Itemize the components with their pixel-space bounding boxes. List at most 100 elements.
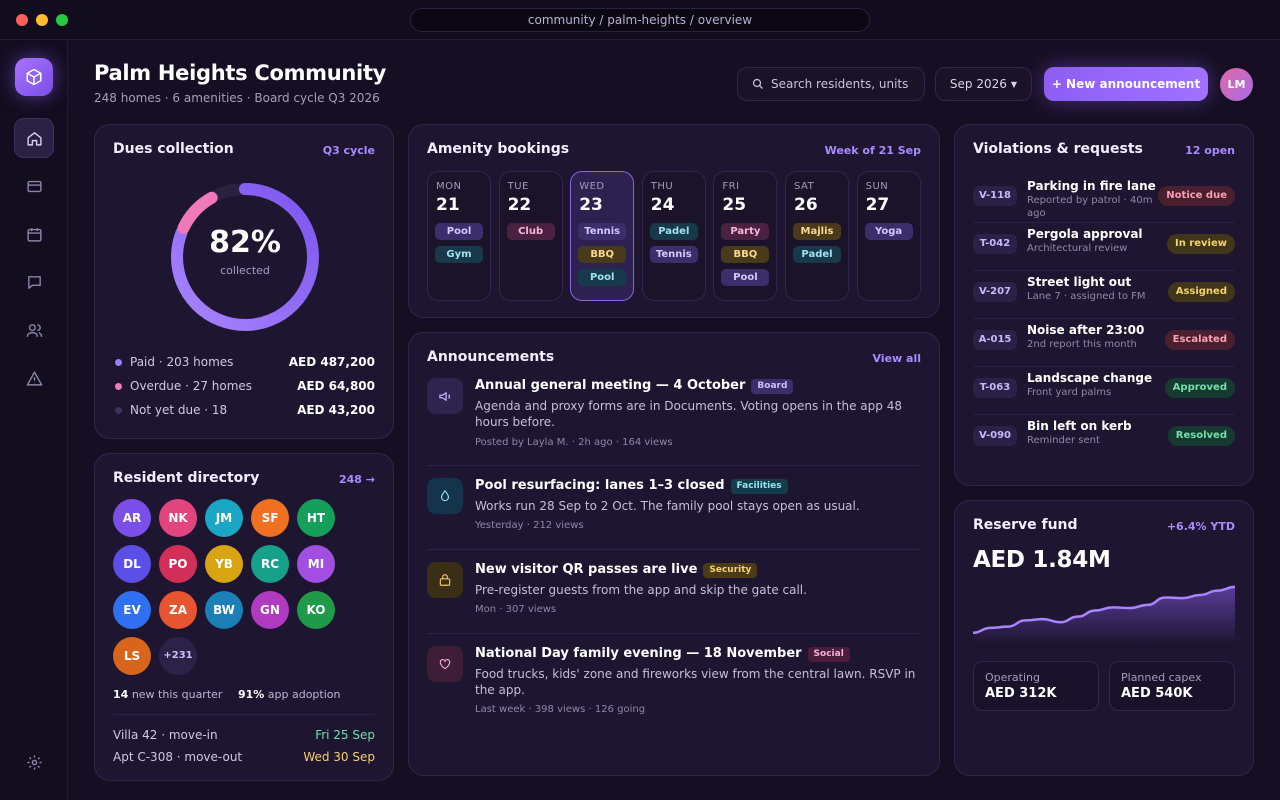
violation-title: Noise after 23:00 (1027, 323, 1145, 337)
violation-id: V-090 (973, 426, 1017, 446)
resident-avatar[interactable]: HT (297, 499, 335, 537)
divider (973, 366, 1235, 367)
divider (973, 318, 1235, 319)
operating-value: AED 312K (985, 686, 1057, 701)
booking-chip[interactable]: Padel (793, 246, 841, 263)
nav-messages[interactable] (14, 262, 54, 302)
directory-count-link[interactable]: 248 → (338, 473, 375, 486)
resident-avatar[interactable]: NK (159, 499, 197, 537)
resident-avatar[interactable]: JM (205, 499, 243, 537)
droplet-icon (440, 490, 450, 502)
maximize-window-button[interactable] (56, 14, 68, 26)
new-announcement-button[interactable]: + New announcement (1044, 67, 1208, 101)
move-row[interactable]: Villa 42 · move-in Fri 25 Sep (113, 728, 375, 742)
booking-chip[interactable]: Party (721, 223, 770, 240)
calendar-icon (26, 227, 42, 242)
view-all-link[interactable]: View all (872, 352, 921, 365)
resident-avatar[interactable]: KO (297, 591, 335, 629)
resident-avatar[interactable]: BW (205, 591, 243, 629)
resident-avatar[interactable]: PO (159, 545, 197, 583)
day-name: TUE (507, 181, 529, 192)
divider (427, 465, 921, 466)
day-column[interactable]: FRI 25 Party BBQ Pool (713, 171, 778, 301)
booking-chip[interactable]: BBQ (578, 246, 627, 263)
bookings-title: Amenity bookings (427, 141, 570, 157)
violation-row[interactable]: V-118 Parking in fire lane Reported by pat… (973, 175, 1235, 223)
announcement-title: Pool resurfacing: lanes 1–3 closed Facili… (475, 478, 788, 494)
announcement-title-text: Pool resurfacing: lanes 1–3 closed (475, 478, 725, 493)
resident-avatar[interactable]: RC (251, 545, 289, 583)
booking-chip[interactable]: Pool (721, 269, 770, 286)
day-column[interactable]: SAT 26 Majlis Padel (785, 171, 849, 301)
app-logo[interactable] (15, 58, 53, 96)
violation-row[interactable]: T-042 Pergola approval Architectural revie… (973, 223, 1235, 271)
resident-avatar[interactable]: ZA (159, 591, 197, 629)
day-column[interactable]: TUE 22 Club (498, 171, 563, 301)
bookings-week-link[interactable]: Week of 21 Sep (824, 144, 921, 157)
booking-chip[interactable]: BBQ (721, 246, 770, 263)
booking-chip[interactable]: Club (506, 223, 555, 240)
open-count-link[interactable]: 12 open (1185, 144, 1235, 157)
day-column[interactable]: THU 24 Padel Tennis (641, 171, 706, 301)
resident-avatar[interactable]: GN (251, 591, 289, 629)
resident-avatar[interactable]: YB (205, 545, 243, 583)
booking-chip[interactable]: Padel (649, 223, 698, 240)
address-bar[interactable]: community / palm-heights / overview (410, 8, 870, 32)
resident-avatar[interactable]: SF (251, 499, 289, 537)
move-row[interactable]: Apt C-308 · move-out Wed 30 Sep (113, 750, 375, 764)
violation-id: T-042 (973, 234, 1017, 254)
adoption-value: 91% (237, 688, 265, 701)
megaphone-icon (438, 391, 450, 401)
announcement-item[interactable]: Pool resurfacing: lanes 1–3 closed Facili… (427, 478, 921, 542)
legend-label: Overdue · 27 homes (130, 379, 253, 393)
search-input[interactable]: Search residents, units (737, 67, 925, 101)
violations-title: Violations & requests (973, 141, 1143, 157)
announcement-title: Annual general meeting — 4 October Board (475, 378, 794, 394)
announcement-item[interactable]: National Day family evening — 18 Novembe… (427, 646, 921, 726)
warning-icon (26, 370, 42, 386)
resident-avatar[interactable]: LS (113, 637, 151, 675)
booking-chip[interactable]: Tennis (578, 223, 627, 240)
nav-dues[interactable] (14, 166, 54, 206)
more-residents-badge[interactable]: +231 (159, 637, 197, 675)
booking-chip[interactable]: Gym (435, 246, 483, 263)
violation-subtitle: Lane 7 · assigned to FM (1027, 291, 1146, 302)
booking-chip[interactable]: Yoga (864, 223, 913, 240)
violation-row[interactable]: T-063 Landscape change Front yard palms App… (973, 367, 1235, 415)
announcement-title-text: New visitor QR passes are live (475, 562, 698, 577)
day-column[interactable]: SUN 27 Yoga (856, 171, 921, 301)
day-column[interactable]: WED 23 Tennis BBQ Pool (570, 171, 635, 301)
capex-label: Planned capex (1121, 671, 1202, 684)
booking-chip[interactable]: Tennis (649, 246, 698, 263)
violation-row[interactable]: A-015 Noise after 23:00 2nd report this mo… (973, 319, 1235, 367)
resident-avatar[interactable]: DL (113, 545, 151, 583)
nav-home[interactable] (14, 118, 54, 158)
sidebar (0, 40, 68, 800)
reserve-change: +6.4% YTD (1166, 520, 1235, 533)
dues-cycle-link[interactable]: Q3 cycle (322, 144, 375, 157)
user-avatar[interactable]: LM (1220, 68, 1253, 101)
booking-chip[interactable]: Pool (435, 223, 483, 240)
nav-settings[interactable] (14, 742, 54, 782)
day-column[interactable]: MON 21 Pool Gym (427, 171, 491, 301)
announcement-item[interactable]: New visitor QR passes are live Security P… (427, 562, 921, 626)
resident-avatar[interactable]: MI (297, 545, 335, 583)
announcement-item[interactable]: Annual general meeting — 4 October Board … (427, 378, 921, 458)
nav-residents[interactable] (14, 310, 54, 350)
nav-violations[interactable] (14, 358, 54, 398)
nav-calendar[interactable] (14, 214, 54, 254)
day-number: 25 (722, 195, 747, 215)
minimize-window-button[interactable] (36, 14, 48, 26)
resident-avatar[interactable]: EV (113, 591, 151, 629)
violation-row[interactable]: V-090 Bin left on kerb Reminder sent Resolv… (973, 415, 1235, 463)
booking-chip[interactable]: Pool (578, 269, 627, 286)
violation-title: Parking in fire lane (1027, 179, 1156, 193)
month-select[interactable]: Sep 2026 ▼ (935, 67, 1032, 101)
violation-id: V-118 (973, 186, 1017, 206)
resident-avatar[interactable]: AR (113, 499, 151, 537)
booking-chip[interactable]: Majlis (793, 223, 841, 240)
violation-row[interactable]: V-207 Street light out Lane 7 · assigned t… (973, 271, 1235, 319)
close-window-button[interactable] (16, 14, 28, 26)
move-date: Wed 30 Sep (303, 750, 375, 764)
day-name: WED (579, 181, 605, 192)
